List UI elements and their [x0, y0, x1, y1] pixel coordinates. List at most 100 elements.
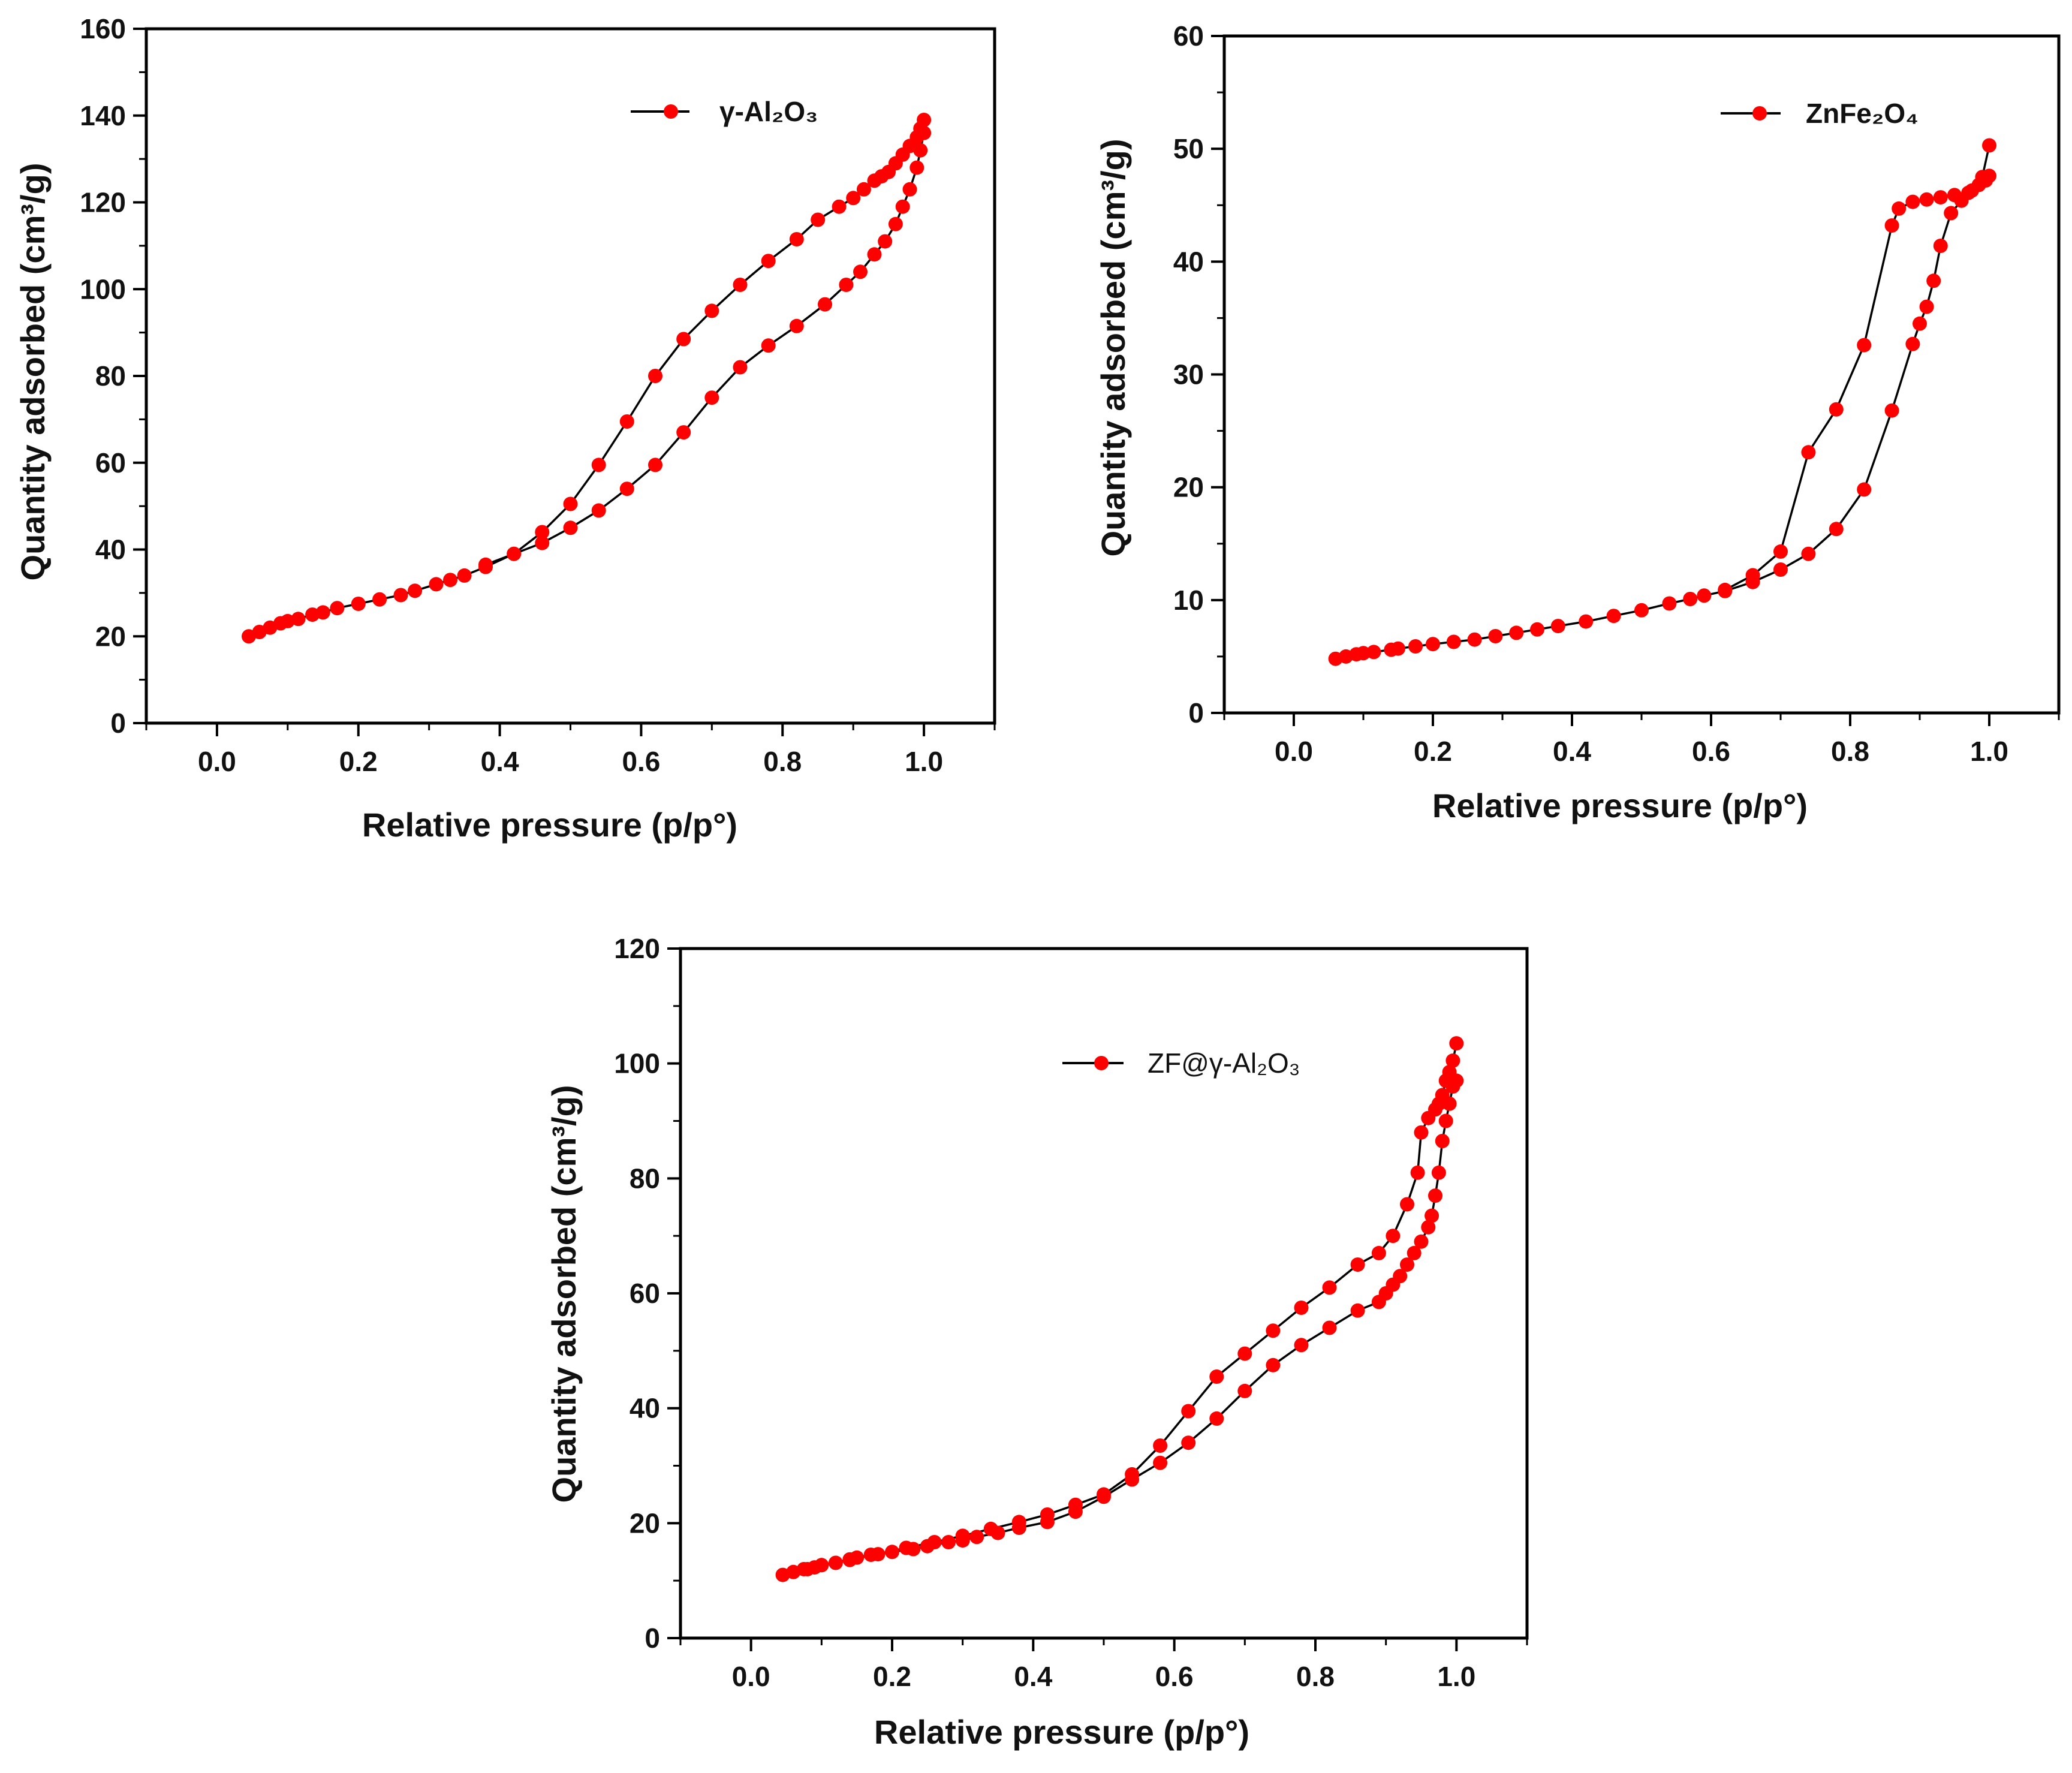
x-axis-title: Relative pressure (p/p°): [1432, 787, 1808, 824]
x-tick-label: 0.8: [1296, 1661, 1335, 1692]
chart-zinc-ferrite: 0.0 0.2 0.4 0.6 0.8 1.0 0 10 20 30 40 50 60 Relative…: [1094, 20, 2061, 824]
data-point: [507, 546, 522, 561]
data-point: [1435, 1134, 1450, 1148]
data-point: [1857, 482, 1872, 497]
data-point: [1801, 445, 1816, 460]
y-tick-label: 0: [645, 1623, 660, 1654]
series-lines: [248, 119, 925, 637]
x-tick-label: 1.0: [1970, 736, 2008, 767]
data-point: [457, 568, 472, 583]
data-point: [1400, 1197, 1414, 1212]
data-point: [1446, 634, 1461, 649]
data-point: [1488, 629, 1503, 643]
x-tick-label: 0.6: [622, 746, 660, 777]
x-tick-label: 0.4: [1553, 736, 1591, 767]
data-point: [619, 414, 634, 429]
data-point: [1905, 336, 1920, 351]
data-point: [408, 583, 423, 598]
data-point: [1391, 641, 1405, 656]
data-point: [1550, 619, 1565, 634]
y-tick-label: 20: [630, 1507, 660, 1539]
data-point: [372, 592, 387, 607]
data-point: [800, 1562, 815, 1576]
data-point: [818, 297, 832, 312]
legend: ZnFe₂O₄: [1721, 98, 1919, 129]
data-point: [902, 182, 917, 197]
data-point: [761, 338, 776, 353]
data-point: [1449, 1036, 1464, 1051]
data-point: [315, 605, 330, 620]
data-point: [704, 303, 719, 318]
series-markers: [242, 113, 932, 644]
data-point: [733, 278, 748, 292]
y-axis-title: Quantity adsorbed (cm³/g): [1094, 139, 1132, 557]
y-tick-label: 50: [1173, 133, 1204, 164]
data-point: [1947, 188, 1962, 203]
data-point: [1322, 1320, 1337, 1335]
data-point: [856, 182, 871, 197]
data-point: [1393, 1269, 1408, 1284]
data-point: [1350, 1303, 1365, 1318]
x-tick-label: 0.0: [732, 1661, 770, 1692]
legend: γ-Al₂O₃: [631, 96, 818, 127]
data-point: [1606, 609, 1621, 624]
x-tick-label: 0.4: [1014, 1661, 1052, 1692]
data-point: [1414, 1125, 1429, 1140]
data-point: [1408, 639, 1423, 654]
plot-frame: [679, 947, 1529, 1640]
y-tick-label: 0: [110, 708, 126, 739]
data-point: [1428, 1188, 1442, 1203]
data-point: [1097, 1487, 1111, 1502]
data-point: [885, 1545, 899, 1560]
data-point: [1919, 299, 1934, 314]
data-point: [733, 360, 748, 375]
data-point: [648, 369, 662, 383]
data-point: [1467, 632, 1482, 647]
data-point: [330, 601, 345, 616]
data-point: [1773, 544, 1788, 559]
chart-zf-gamma-alumina: 0.0 0.2 0.4 0.6 0.8 1.0 0 20 40 60 80 100 120 Relati…: [545, 933, 1529, 1751]
data-point: [1350, 1257, 1365, 1272]
data-point: [1933, 190, 1948, 205]
y-tick-label: 160: [80, 13, 126, 44]
data-point: [1209, 1369, 1224, 1384]
x-tick-label: 0.6: [1692, 736, 1730, 767]
data-point: [909, 160, 924, 175]
data-point: [1975, 170, 1990, 185]
data-point: [1857, 338, 1872, 353]
data-point: [1697, 588, 1712, 603]
data-point: [1829, 522, 1844, 537]
data-point: [676, 332, 691, 347]
data-point: [704, 390, 719, 405]
y-tick-label: 80: [95, 360, 126, 392]
data-point: [871, 1547, 886, 1562]
data-point: [1237, 1383, 1252, 1398]
data-point: [619, 481, 634, 496]
y-tick-label: 60: [95, 447, 126, 478]
y-tick-label: 120: [80, 187, 126, 218]
data-point: [1322, 1280, 1337, 1295]
data-point: [846, 191, 861, 206]
data-point: [1634, 603, 1649, 618]
data-point: [535, 535, 550, 550]
data-point: [927, 1535, 942, 1549]
data-point: [1371, 1245, 1386, 1260]
y-tick-label: 40: [630, 1393, 660, 1424]
legend-marker: [664, 104, 678, 119]
data-point: [443, 573, 457, 588]
data-point: [842, 1552, 857, 1567]
data-point: [1181, 1404, 1196, 1419]
legend-label: γ-Al₂O₃: [719, 96, 818, 127]
data-point: [676, 425, 691, 440]
data-point: [591, 503, 606, 518]
data-point: [761, 254, 776, 269]
data-point: [393, 588, 408, 603]
series-markers: [775, 1036, 1464, 1582]
data-point: [867, 173, 882, 188]
data-point: [1153, 1438, 1168, 1453]
x-tick-label: 0.2: [1414, 736, 1452, 767]
legend-label: ZnFe₂O₄: [1806, 98, 1919, 129]
y-tick-label: 100: [80, 273, 126, 305]
data-point: [888, 216, 903, 231]
data-point: [1884, 218, 1899, 233]
